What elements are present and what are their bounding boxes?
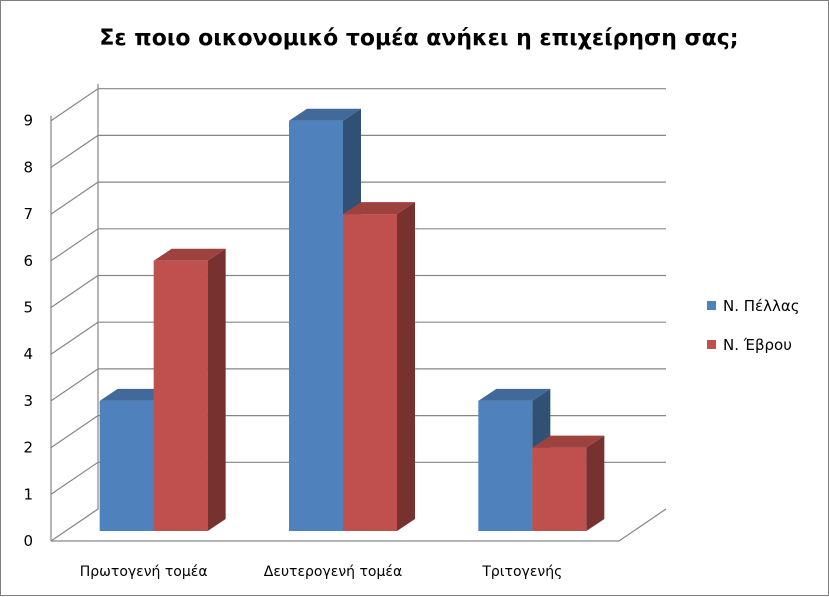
y-tick-label: 4	[23, 345, 33, 363]
bar-front	[478, 400, 533, 531]
legend-swatch-evrou	[707, 340, 716, 349]
legend: Ν. Πέλλας Ν. Έβρου	[707, 297, 800, 354]
gridline	[50, 134, 666, 168]
bar-top	[289, 108, 361, 121]
bar-front	[289, 120, 343, 531]
bar-top	[343, 202, 415, 215]
x-category-label: Τριτογενής	[481, 564, 562, 580]
bar-front	[99, 400, 154, 531]
y-tick-label: 8	[23, 158, 33, 176]
y-tick-label: 2	[23, 439, 33, 457]
y-tick-label: 0	[23, 532, 33, 550]
gridline	[50, 181, 666, 215]
bar-side	[586, 435, 605, 531]
bar-front	[532, 447, 587, 531]
bar	[478, 388, 551, 531]
gridline	[50, 321, 666, 355]
y-tick-label: 5	[23, 299, 33, 317]
bar-top	[478, 388, 551, 401]
x-category-label: Πρωτογενή τομέα	[80, 564, 208, 580]
bar-side	[207, 248, 226, 532]
gridlines	[50, 88, 666, 495]
legend-label-evrou: Ν. Έβρου	[723, 336, 792, 354]
chart-title: Σε ποιο οικονομικό τομέα ανήκει η επιχεί…	[99, 26, 738, 51]
gridline	[50, 228, 666, 262]
bar-side	[397, 202, 415, 531]
bar-top	[153, 248, 226, 261]
x-axis-category-labels: Πρωτογενή τομέα Δευτερογενή τομέα Τριτογεν…	[80, 564, 563, 580]
bar-front	[153, 260, 208, 531]
bar-front	[343, 214, 397, 531]
y-tick-label: 9	[23, 112, 33, 130]
bars	[99, 108, 605, 532]
gridline	[50, 461, 666, 495]
legend-swatch-pellas	[707, 301, 716, 310]
gridline	[50, 274, 666, 308]
chart-walls	[50, 83, 667, 542]
y-tick-label: 6	[23, 252, 33, 270]
bar	[532, 435, 605, 531]
bar	[343, 202, 415, 531]
y-tick-label: 3	[23, 392, 33, 410]
legend-label-pellas: Ν. Πέλλας	[723, 297, 800, 315]
gridline	[50, 88, 666, 122]
bar-top	[532, 435, 605, 448]
gridline	[50, 368, 666, 402]
floor-edge	[51, 508, 667, 542]
gridline	[50, 415, 666, 449]
side-wall-edge	[50, 83, 99, 542]
y-axis-tick-labels: 0 1 2 3 4 5 6 7 8 9	[23, 112, 33, 550]
y-tick-label: 1	[23, 485, 33, 503]
bar	[153, 248, 226, 532]
y-tick-label: 7	[23, 205, 33, 223]
x-category-label: Δευτερογενή τομέα	[264, 564, 402, 580]
